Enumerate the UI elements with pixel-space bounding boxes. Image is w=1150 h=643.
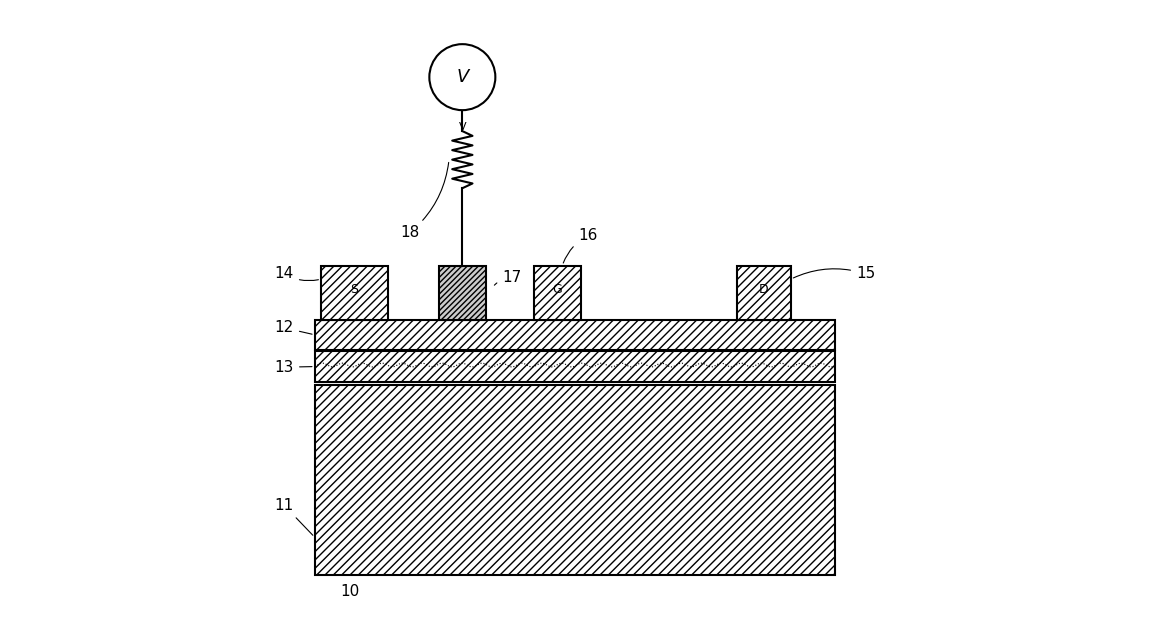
Text: G: G xyxy=(553,284,562,296)
Text: S: S xyxy=(351,284,359,296)
Text: V: V xyxy=(457,68,468,86)
Bar xyxy=(737,266,791,320)
Text: 11: 11 xyxy=(275,498,313,535)
Bar xyxy=(315,320,835,350)
Circle shape xyxy=(429,44,496,110)
Bar xyxy=(315,385,835,575)
Text: 13: 13 xyxy=(275,359,312,375)
Text: 15: 15 xyxy=(793,266,875,282)
Text: 14: 14 xyxy=(275,266,319,282)
Text: 17: 17 xyxy=(494,269,521,285)
Bar xyxy=(438,266,486,320)
Bar xyxy=(534,266,582,320)
Text: 18: 18 xyxy=(400,163,448,240)
Text: 12: 12 xyxy=(275,320,312,336)
Text: 10: 10 xyxy=(340,584,359,599)
Bar xyxy=(321,266,388,320)
Text: 16: 16 xyxy=(564,228,597,263)
Text: D: D xyxy=(759,284,768,296)
Bar xyxy=(315,351,835,382)
Text: V: V xyxy=(459,122,466,132)
